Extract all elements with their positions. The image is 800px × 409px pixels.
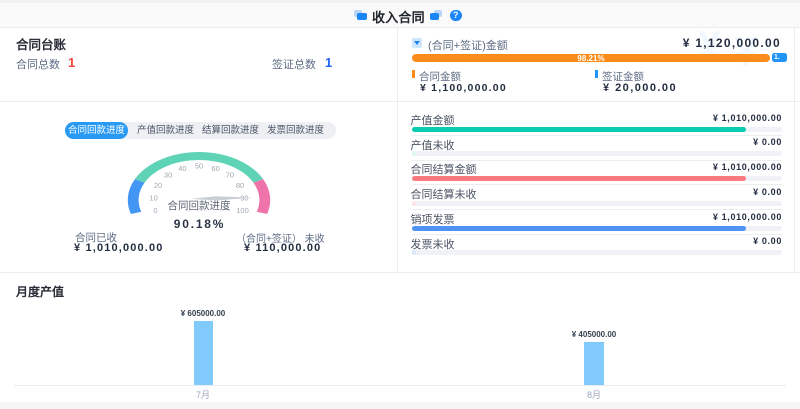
svg-text:60: 60 bbox=[211, 164, 219, 173]
svg-text:100: 100 bbox=[236, 206, 249, 215]
svg-text:70: 70 bbox=[226, 171, 234, 180]
svg-text:0: 0 bbox=[153, 206, 157, 215]
svg-text:50: 50 bbox=[195, 162, 203, 171]
svg-text:40: 40 bbox=[178, 164, 186, 173]
svg-text:90.18%: 90.18% bbox=[174, 217, 226, 231]
svg-text:合同回款进度: 合同回款进度 bbox=[168, 199, 231, 212]
svg-text:10: 10 bbox=[149, 193, 157, 202]
svg-text:80: 80 bbox=[236, 181, 244, 190]
svg-text:30: 30 bbox=[164, 171, 172, 180]
svg-text:20: 20 bbox=[154, 181, 162, 190]
